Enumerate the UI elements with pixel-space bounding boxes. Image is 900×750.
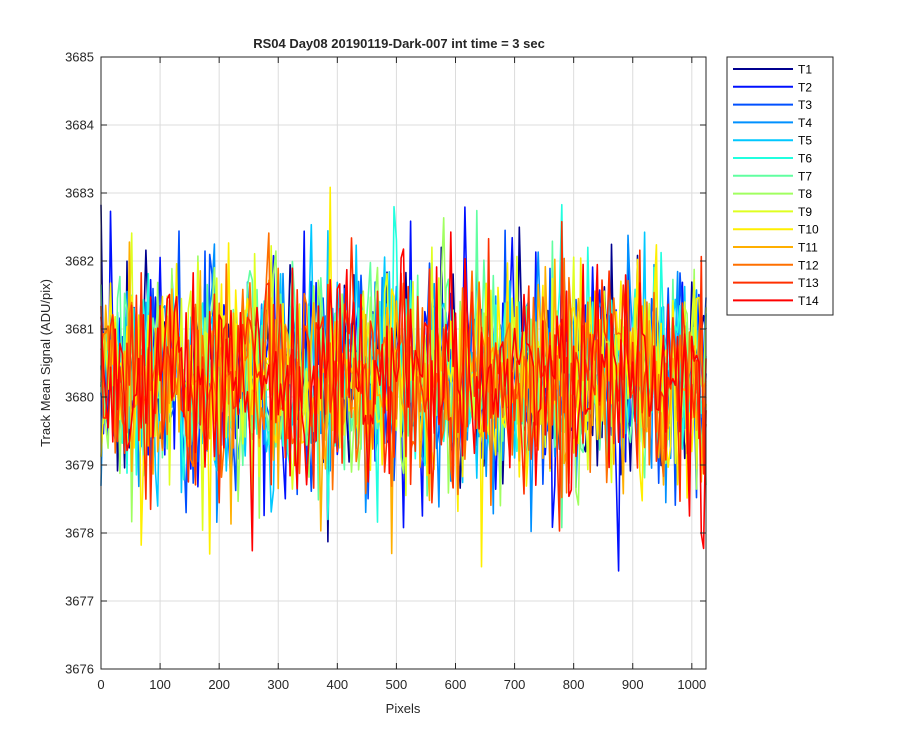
legend-label-t3: T3 — [798, 98, 812, 112]
legend-label-t7: T7 — [798, 169, 812, 183]
legend-label-t10: T10 — [798, 223, 819, 237]
x-tick-label-10: 1000 — [677, 677, 706, 692]
legend-label-t8: T8 — [798, 187, 812, 201]
y-tick-label-6: 3682 — [65, 254, 94, 269]
y-tick-label-4: 3680 — [65, 390, 94, 405]
legend-box — [726, 56, 834, 316]
y-tick-label-1: 3677 — [65, 594, 94, 609]
legend-label-t14: T14 — [798, 294, 819, 308]
axis-ticks: 0 100 200 300 400 500 600 700 800 900 1000 3676 3677… — [65, 50, 706, 693]
x-tick-label-2: 200 — [208, 677, 230, 692]
y-tick-label-7: 3683 — [65, 186, 94, 201]
x-tick-label-3: 300 — [267, 677, 289, 692]
x-tick-label-6: 600 — [445, 677, 467, 692]
legend-label-t2: T2 — [798, 80, 812, 94]
y-tick-label-2: 3678 — [65, 526, 94, 541]
legend-label-t12: T12 — [798, 258, 819, 272]
legend-label-t9: T9 — [798, 205, 812, 219]
y-axis-label: Track Mean Signal (ADU/pix) — [38, 279, 53, 447]
y-tick-label-8: 3684 — [65, 118, 94, 133]
x-axis-label: Pixels — [386, 701, 421, 716]
x-tick-label-1: 100 — [149, 677, 171, 692]
x-tick-label-0: 0 — [97, 677, 104, 692]
plot-frame — [100, 56, 707, 670]
chart-title: RS04 Day08 20190119-Dark-007 int time = … — [253, 36, 545, 51]
legend-label-t6: T6 — [798, 152, 812, 166]
legend: T1 T2 T3 T4 T5 T6 T7 T8 T9 T10 T11 T12 T13 T14 — [726, 56, 834, 316]
x-tick-label-8: 800 — [563, 677, 585, 692]
legend-label-t13: T13 — [798, 276, 819, 290]
y-tick-label-3: 3679 — [65, 458, 94, 473]
y-tick-label-9: 3685 — [65, 50, 94, 65]
x-tick-label-4: 400 — [326, 677, 348, 692]
series-line-t14 — [100, 231, 707, 552]
legend-label-t11: T11 — [798, 241, 818, 255]
legend-label-t1: T1 — [798, 63, 812, 77]
y-tick-label-0: 3676 — [65, 662, 94, 677]
x-tick-label-5: 500 — [386, 677, 408, 692]
legend-label-t5: T5 — [798, 134, 812, 148]
x-tick-label-7: 700 — [504, 677, 526, 692]
series-lines — [100, 186, 707, 572]
x-tick-label-9: 900 — [622, 677, 644, 692]
y-tick-label-5: 3681 — [65, 322, 94, 337]
legend-label-t4: T4 — [798, 116, 812, 130]
